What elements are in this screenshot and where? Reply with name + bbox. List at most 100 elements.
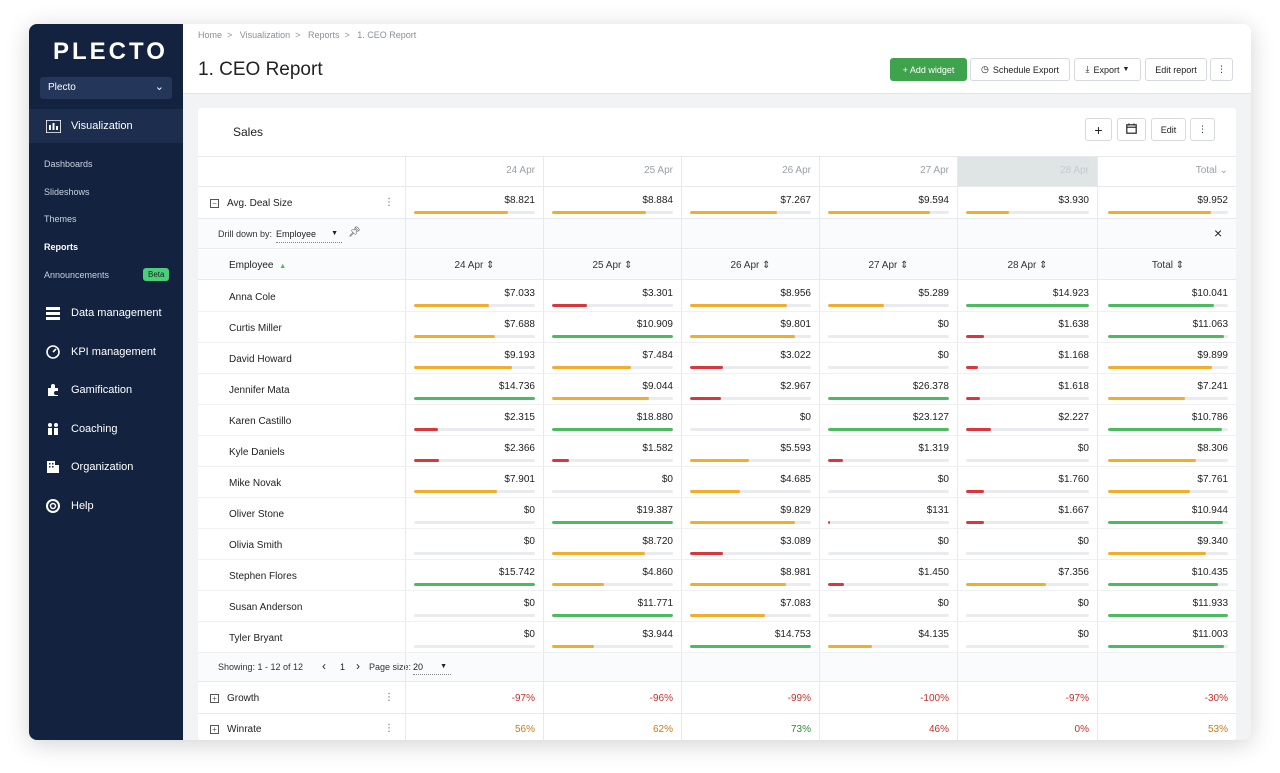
employee-cell-value: $8.306 <box>1197 443 1228 454</box>
row-more-button[interactable]: ⋮ <box>384 723 394 734</box>
table-row: Curtis Miller <box>198 312 1236 343</box>
current-page[interactable]: 1 <box>340 662 346 672</box>
sidebar-item-gamification[interactable]: Gamification <box>29 373 183 407</box>
more-options-button[interactable]: ⋮ <box>1210 58 1233 81</box>
breadcrumb-reports[interactable]: Reports <box>307 30 340 40</box>
pin-icon[interactable]: 📌︎ <box>348 227 361 238</box>
sidebar-item-label: Coaching <box>71 423 118 435</box>
employee-table-column-header[interactable]: Total ⇕ <box>1151 260 1185 271</box>
avg-deal-size-cell-bar <box>690 211 811 214</box>
metric-label: Growth <box>227 693 260 704</box>
employee-cell-value: $3.944 <box>642 629 673 640</box>
expand-toggle[interactable]: + <box>210 725 219 734</box>
table-row: Jennifer Mata <box>198 374 1236 405</box>
breadcrumb-home[interactable]: Home <box>198 30 223 40</box>
employee-cell-value: $9.340 <box>1197 536 1228 547</box>
sidebar-item-kpi-management[interactable]: KPI management <box>29 335 183 369</box>
employee-cell-bar-fill <box>690 552 723 555</box>
page-size-label: Page size: <box>369 662 412 672</box>
employee-cell-value: $18.880 <box>636 412 673 423</box>
date-column-header[interactable]: 26 Apr <box>782 165 811 176</box>
winrate-cell: 0% <box>1074 724 1089 735</box>
employee-cell-bar <box>690 459 811 462</box>
employee-table-column-header[interactable]: 25 Apr ⇕ <box>592 260 633 271</box>
sidebar-item-organization[interactable]: Organization <box>29 450 183 484</box>
close-drill-button[interactable]: × <box>1214 225 1223 241</box>
employee-cell-value: $10.435 <box>1191 567 1228 578</box>
employee-cell-bar-fill <box>690 459 750 462</box>
sidebar-item-label: Data management <box>71 307 162 319</box>
expand-toggle[interactable]: + <box>210 694 219 703</box>
sidebar-subitem-themes[interactable]: Themes <box>44 214 77 224</box>
sidebar-item-coaching[interactable]: Coaching <box>29 412 183 446</box>
sidebar-item-visualization[interactable]: Visualization <box>29 109 183 143</box>
edit-widget-button[interactable]: Edit <box>1151 118 1186 141</box>
sidebar-subitem-slideshows[interactable]: Slideshows <box>44 187 90 197</box>
pagination-bar: Showing: 1 - 12 of 12 ‹ 1 › Page size: 2… <box>198 652 1236 682</box>
sidebar-item-label: KPI management <box>71 346 156 358</box>
breadcrumb-visualization[interactable]: Visualization <box>239 30 291 40</box>
beta-badge: Beta <box>143 268 170 281</box>
employee-cell-value: $7.761 <box>1197 474 1228 485</box>
drill-label: Drill down by: <box>218 229 273 239</box>
widget-more-button[interactable]: ⋮ <box>1190 118 1215 141</box>
row-more-button[interactable]: ⋮ <box>384 692 394 703</box>
employee-cell-value: $1.618 <box>1058 381 1089 392</box>
plecto-logo[interactable]: PLECTO <box>53 38 168 65</box>
schedule-export-button[interactable]: ◷ Schedule Export <box>970 58 1070 81</box>
employee-cell-value: $0 <box>1077 443 1089 454</box>
date-column-header[interactable]: Total ⌄ <box>1195 165 1228 176</box>
employee-cell-bar-fill <box>690 397 722 400</box>
sidebar-item-label: Gamification <box>71 384 133 396</box>
page-title: 1. CEO Report <box>198 59 323 80</box>
sidebar-subitem-reports[interactable]: Reports <box>44 242 79 252</box>
employee-cell-bar <box>414 397 535 400</box>
add-widget-button[interactable]: + Add widget <box>890 58 967 81</box>
employee-cell-value: $5.593 <box>780 443 811 454</box>
sidebar-item-help[interactable]: Help <box>29 489 183 523</box>
employee-table-column-header[interactable]: 27 Apr ⇕ <box>868 260 909 271</box>
employee-cell-value: $7.688 <box>504 319 535 330</box>
employee-cell-value: $8.720 <box>642 536 673 547</box>
sidebar-item-data-management[interactable]: Data management <box>29 296 183 330</box>
employee-table-column-header[interactable]: 28 Apr ⇕ <box>1007 260 1048 271</box>
employee-cell-value: $4.135 <box>918 629 949 640</box>
calendar-button[interactable] <box>1117 118 1146 141</box>
employee-cell-bar <box>414 521 535 524</box>
employee-name: Stephen Flores <box>229 571 297 582</box>
sidebar-item-label: Visualization <box>71 120 133 132</box>
employee-cell-value: $1.582 <box>642 443 673 454</box>
sidebar-subitem-announcements[interactable]: Announcements <box>44 270 110 280</box>
avg-deal-size-cell-bar-fill <box>828 211 930 214</box>
next-page-button[interactable]: › <box>356 659 360 673</box>
lifebuoy-icon <box>45 499 61 513</box>
workspace-select[interactable]: Plecto ⌄ <box>40 77 172 99</box>
employee-name: Oliver Stone <box>229 509 285 520</box>
employee-cell-bar <box>828 521 949 524</box>
employee-cell-bar <box>414 552 535 555</box>
employee-cell-value: $0 <box>937 598 949 609</box>
employee-cell-bar-fill <box>414 583 535 586</box>
employee-column-header[interactable]: Employee ▲ <box>229 260 286 271</box>
date-column-header[interactable]: 24 Apr <box>506 165 535 176</box>
showing-count: Showing: 1 - 12 of 12 <box>218 662 304 672</box>
employee-table-column-header[interactable]: 24 Apr ⇕ <box>454 260 495 271</box>
date-column-header[interactable]: 28 Apr <box>1060 165 1089 176</box>
sidebar-subitem-dashboards[interactable]: Dashboards <box>44 159 93 169</box>
date-column-header[interactable]: 25 Apr <box>644 165 673 176</box>
row-more-button[interactable]: ⋮ <box>384 197 394 208</box>
employee-table-column-header[interactable]: 26 Apr ⇕ <box>730 260 771 271</box>
export-button[interactable]: ⤓ Export ▼ <box>1074 58 1141 81</box>
employee-cell-bar-fill <box>966 335 985 338</box>
add-button[interactable]: + <box>1085 118 1112 141</box>
employee-cell-bar-fill <box>690 614 766 617</box>
employee-cell-value: $7.484 <box>642 350 673 361</box>
edit-report-button[interactable]: Edit report <box>1145 58 1207 81</box>
prev-page-button[interactable]: ‹ <box>322 659 326 673</box>
collapse-toggle[interactable]: − <box>210 199 219 208</box>
employee-cell-bar-fill <box>690 366 723 369</box>
drill-select[interactable]: Employee ▼ <box>276 227 342 243</box>
date-column-header[interactable]: 27 Apr <box>920 165 949 176</box>
employee-cell-bar-fill <box>690 583 786 586</box>
page-size-select[interactable]: 20 ▼ <box>413 659 451 675</box>
